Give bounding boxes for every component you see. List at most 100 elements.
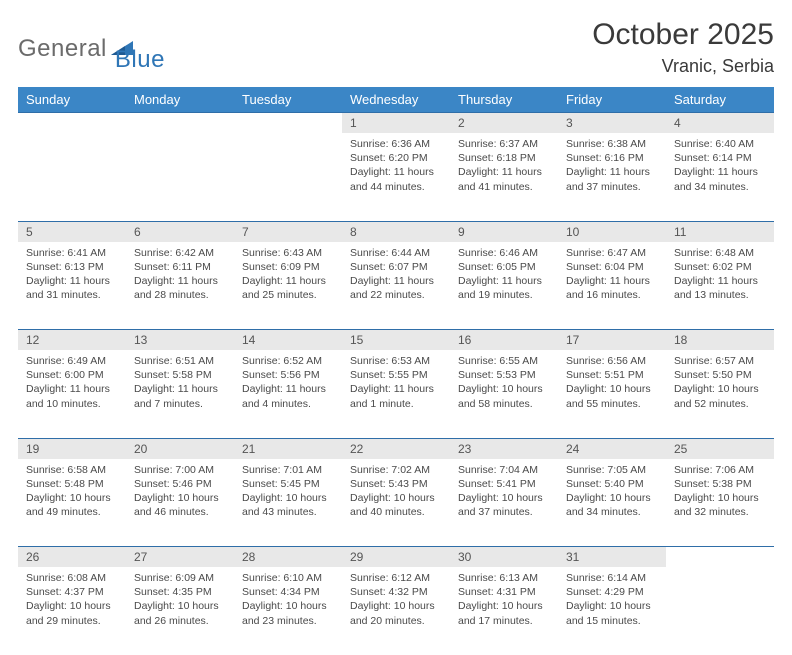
day-cell [234, 133, 342, 221]
weekday-header-row: Sunday Monday Tuesday Wednesday Thursday… [18, 87, 774, 113]
day-details: Sunrise: 6:09 AMSunset: 4:35 PMDaylight:… [126, 567, 234, 634]
day-number: 10 [558, 222, 666, 242]
day-number-cell: 2 [450, 113, 558, 134]
day-number: 26 [18, 547, 126, 567]
day-number-cell: 25 [666, 438, 774, 459]
daylight-line: Daylight: 10 hours and 46 minutes. [134, 491, 226, 519]
daylight-line: Daylight: 11 hours and 10 minutes. [26, 382, 118, 410]
day-number-cell: 15 [342, 330, 450, 351]
day-number: 1 [342, 113, 450, 133]
daylight-line: Daylight: 10 hours and 40 minutes. [350, 491, 442, 519]
day-cell: Sunrise: 6:55 AMSunset: 5:53 PMDaylight:… [450, 350, 558, 438]
daylight-line: Daylight: 11 hours and 7 minutes. [134, 382, 226, 410]
day-cell: Sunrise: 6:09 AMSunset: 4:35 PMDaylight:… [126, 567, 234, 655]
header: General Blue October 2025 Vranic, Serbia [18, 18, 774, 77]
day-number: 31 [558, 547, 666, 567]
sunrise-line: Sunrise: 6:52 AM [242, 354, 334, 368]
day-number: 13 [126, 330, 234, 350]
daylight-line: Daylight: 11 hours and 16 minutes. [566, 274, 658, 302]
day-details: Sunrise: 6:57 AMSunset: 5:50 PMDaylight:… [666, 350, 774, 417]
sunrise-line: Sunrise: 6:41 AM [26, 246, 118, 260]
day-details: Sunrise: 6:52 AMSunset: 5:56 PMDaylight:… [234, 350, 342, 417]
daylight-line: Daylight: 11 hours and 13 minutes. [674, 274, 766, 302]
sunset-line: Sunset: 6:16 PM [566, 151, 658, 165]
sunset-line: Sunset: 6:14 PM [674, 151, 766, 165]
day-number: 21 [234, 439, 342, 459]
sunset-line: Sunset: 4:37 PM [26, 585, 118, 599]
sunset-line: Sunset: 5:41 PM [458, 477, 550, 491]
day-details: Sunrise: 7:00 AMSunset: 5:46 PMDaylight:… [126, 459, 234, 526]
day-number: 24 [558, 439, 666, 459]
day-cell [666, 567, 774, 655]
day-number: 25 [666, 439, 774, 459]
daylight-line: Daylight: 10 hours and 37 minutes. [458, 491, 550, 519]
daylight-line: Daylight: 10 hours and 52 minutes. [674, 382, 766, 410]
day-number-cell [234, 113, 342, 134]
day-number-cell: 12 [18, 330, 126, 351]
sunset-line: Sunset: 6:20 PM [350, 151, 442, 165]
day-number: 12 [18, 330, 126, 350]
daylight-line: Daylight: 11 hours and 1 minute. [350, 382, 442, 410]
sunrise-line: Sunrise: 6:58 AM [26, 463, 118, 477]
sunrise-line: Sunrise: 7:04 AM [458, 463, 550, 477]
sunset-line: Sunset: 5:38 PM [674, 477, 766, 491]
day-number: 7 [234, 222, 342, 242]
sunset-line: Sunset: 5:43 PM [350, 477, 442, 491]
day-cell: Sunrise: 6:40 AMSunset: 6:14 PMDaylight:… [666, 133, 774, 221]
sunrise-line: Sunrise: 6:10 AM [242, 571, 334, 585]
sunrise-line: Sunrise: 6:13 AM [458, 571, 550, 585]
day-number: 27 [126, 547, 234, 567]
day-details: Sunrise: 6:41 AMSunset: 6:13 PMDaylight:… [18, 242, 126, 309]
day-number-cell: 26 [18, 547, 126, 568]
sunrise-line: Sunrise: 6:08 AM [26, 571, 118, 585]
weekday-header: Wednesday [342, 87, 450, 113]
day-number-row: 1234 [18, 113, 774, 134]
day-details: Sunrise: 6:36 AMSunset: 6:20 PMDaylight:… [342, 133, 450, 200]
day-number [234, 113, 342, 119]
day-details: Sunrise: 6:49 AMSunset: 6:00 PMDaylight:… [18, 350, 126, 417]
sunrise-line: Sunrise: 6:49 AM [26, 354, 118, 368]
day-number-cell: 8 [342, 221, 450, 242]
day-number-cell: 11 [666, 221, 774, 242]
sunrise-line: Sunrise: 6:09 AM [134, 571, 226, 585]
day-details: Sunrise: 6:38 AMSunset: 6:16 PMDaylight:… [558, 133, 666, 200]
day-cell [126, 133, 234, 221]
sunset-line: Sunset: 5:55 PM [350, 368, 442, 382]
day-details: Sunrise: 6:14 AMSunset: 4:29 PMDaylight:… [558, 567, 666, 634]
day-cell: Sunrise: 7:05 AMSunset: 5:40 PMDaylight:… [558, 459, 666, 547]
sunset-line: Sunset: 4:32 PM [350, 585, 442, 599]
day-number-cell: 19 [18, 438, 126, 459]
day-cell: Sunrise: 7:04 AMSunset: 5:41 PMDaylight:… [450, 459, 558, 547]
day-cell: Sunrise: 6:51 AMSunset: 5:58 PMDaylight:… [126, 350, 234, 438]
day-cell: Sunrise: 6:56 AMSunset: 5:51 PMDaylight:… [558, 350, 666, 438]
weekday-header: Tuesday [234, 87, 342, 113]
brand-logo: General Blue [18, 18, 165, 74]
sunset-line: Sunset: 5:40 PM [566, 477, 658, 491]
daylight-line: Daylight: 11 hours and 25 minutes. [242, 274, 334, 302]
day-number-cell [666, 547, 774, 568]
day-cell: Sunrise: 6:38 AMSunset: 6:16 PMDaylight:… [558, 133, 666, 221]
day-number: 20 [126, 439, 234, 459]
sunrise-line: Sunrise: 6:57 AM [674, 354, 766, 368]
sunrise-line: Sunrise: 7:06 AM [674, 463, 766, 477]
day-number-cell: 21 [234, 438, 342, 459]
sunrise-line: Sunrise: 6:37 AM [458, 137, 550, 151]
daylight-line: Daylight: 11 hours and 22 minutes. [350, 274, 442, 302]
daylight-line: Daylight: 10 hours and 29 minutes. [26, 599, 118, 627]
day-details: Sunrise: 6:10 AMSunset: 4:34 PMDaylight:… [234, 567, 342, 634]
day-number-cell: 18 [666, 330, 774, 351]
sunrise-line: Sunrise: 6:46 AM [458, 246, 550, 260]
sunrise-line: Sunrise: 6:55 AM [458, 354, 550, 368]
brand-part1: General [18, 35, 107, 63]
day-number: 30 [450, 547, 558, 567]
day-body-row: Sunrise: 6:58 AMSunset: 5:48 PMDaylight:… [18, 459, 774, 547]
day-number: 4 [666, 113, 774, 133]
sunset-line: Sunset: 4:35 PM [134, 585, 226, 599]
daylight-line: Daylight: 10 hours and 32 minutes. [674, 491, 766, 519]
day-number: 28 [234, 547, 342, 567]
sunrise-line: Sunrise: 7:00 AM [134, 463, 226, 477]
daylight-line: Daylight: 11 hours and 31 minutes. [26, 274, 118, 302]
sunset-line: Sunset: 6:07 PM [350, 260, 442, 274]
day-number-cell [126, 113, 234, 134]
daylight-line: Daylight: 10 hours and 34 minutes. [566, 491, 658, 519]
